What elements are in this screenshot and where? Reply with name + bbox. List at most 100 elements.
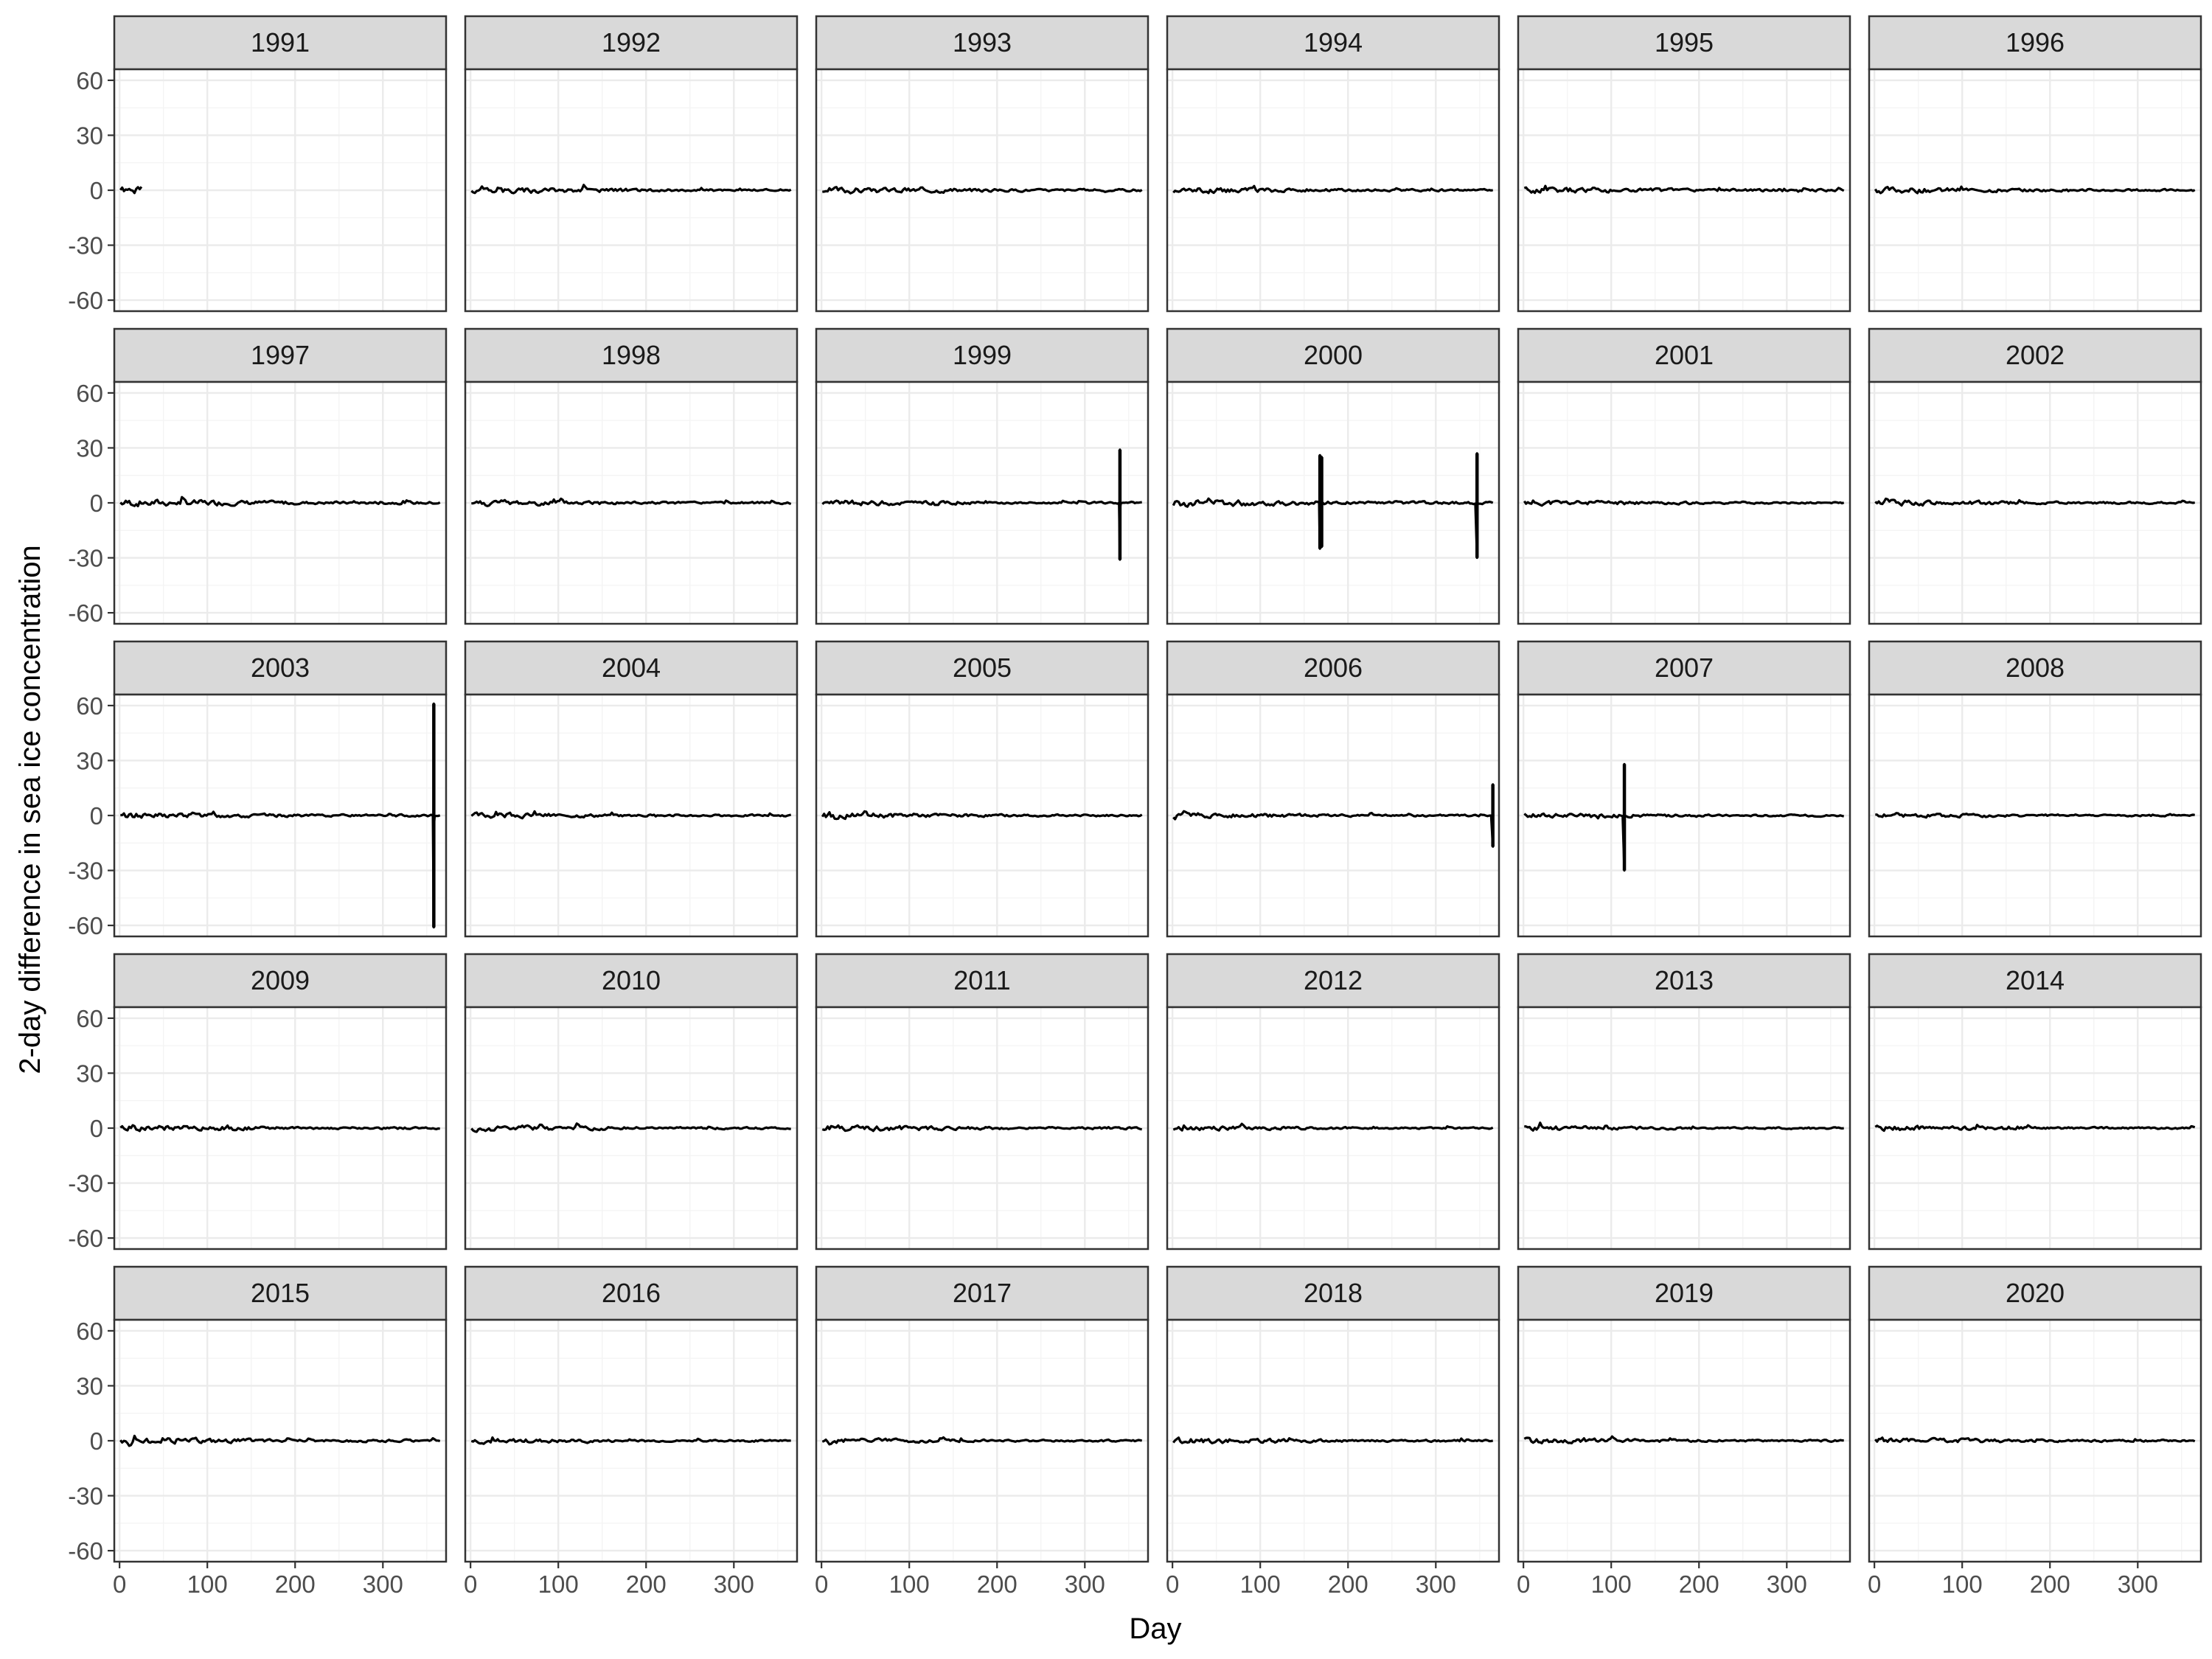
x-tick-label: 0 — [113, 1571, 126, 1598]
facet-strip-label: 2004 — [602, 653, 661, 683]
series-line-2010 — [470, 1122, 791, 1133]
y-tick-label: 30 — [76, 434, 103, 462]
facet-panel-2012: 2012 — [1166, 953, 1500, 1251]
series-line-2020 — [1874, 1436, 2196, 1444]
y-tick-label: 30 — [76, 1060, 103, 1087]
y-tick-label: -60 — [68, 1537, 103, 1565]
x-tick-label: 0 — [1166, 1571, 1179, 1598]
facet-strip — [1517, 953, 1851, 1009]
y-tick-label: -60 — [68, 287, 103, 314]
y-tick-label: -60 — [68, 1225, 103, 1252]
facet-strip-label: 2015 — [251, 1278, 310, 1308]
x-tick-label: 0 — [815, 1571, 828, 1598]
series-line-2005 — [821, 810, 1143, 821]
facet-strip-label: 2020 — [2006, 1278, 2065, 1308]
facet-panel-1993: 1993 — [815, 15, 1150, 313]
facet-strip-label: 1995 — [1655, 27, 1714, 58]
x-tick-label: 200 — [977, 1571, 1018, 1598]
facet-strip-label: 2011 — [953, 965, 1010, 995]
facet-panel-2004: 2004 — [464, 640, 799, 938]
y-tick-label: 60 — [76, 1005, 103, 1032]
facet-panel-1998: 1998 — [464, 327, 799, 625]
series-line-2002 — [1874, 497, 2196, 507]
x-tick-label: 200 — [275, 1571, 316, 1598]
facet-panel-2001: 2001 — [1517, 327, 1851, 625]
facet-panel-2020: 2020 — [1868, 1265, 2202, 1563]
facet-strip-label: 2013 — [1655, 965, 1714, 995]
x-tick-label: 100 — [1942, 1571, 1983, 1598]
y-tick-label: 0 — [90, 802, 103, 830]
facet-panel-1994: 1994 — [1166, 15, 1500, 313]
facet-strip — [113, 15, 448, 71]
facet-strip — [1868, 953, 2202, 1009]
x-tick-label: 300 — [363, 1571, 403, 1598]
y-tick-label: -30 — [68, 858, 103, 885]
x-axis-title: Day — [1129, 1613, 1181, 1645]
facet-strip — [1517, 1265, 1851, 1321]
panel-border — [815, 1006, 1150, 1251]
facet-strip-label: 2019 — [1655, 1278, 1714, 1308]
x-tick-label: 0 — [1517, 1571, 1530, 1598]
facet-panel-2011: 2011 — [815, 953, 1150, 1251]
panel-border — [1868, 68, 2202, 313]
series-line-2011 — [821, 1124, 1142, 1133]
series-line-2006 — [1172, 783, 1495, 848]
y-tick-label: 60 — [76, 380, 103, 407]
facet-panel-2009: 2009 — [113, 953, 448, 1251]
facet-strip-label: 1994 — [1304, 27, 1363, 58]
y-tick-label: -60 — [68, 599, 103, 627]
facet-strip — [1868, 327, 2202, 383]
series-line-2009 — [119, 1124, 440, 1133]
facet-strip-label: 2001 — [1655, 340, 1714, 370]
facet-panel-2016: 2016 — [464, 1265, 799, 1563]
x-tick-label: 0 — [1868, 1571, 1881, 1598]
y-tick-label: 30 — [76, 747, 103, 774]
y-axis-ticks: 60 30 0 -30 -60 60 30 0 -30 -60 60 30 0 -30 -60 60 30 0 -3… — [68, 67, 114, 1565]
series-line-1992 — [470, 184, 792, 195]
facet-strip-label: 1999 — [953, 340, 1012, 370]
series-line-2003 — [120, 702, 441, 929]
facet-strip-label: 1996 — [2006, 27, 2065, 58]
x-tick-label: 200 — [1679, 1571, 1719, 1598]
facet-strip — [464, 15, 799, 71]
facet-panel-2018: 2018 — [1166, 1265, 1500, 1563]
y-tick-label: -30 — [68, 232, 103, 260]
facet-strip-label: 2003 — [251, 653, 310, 683]
facet-strip-label: 1998 — [602, 340, 661, 370]
panel-border — [1868, 693, 2202, 938]
panel-border — [1868, 380, 2202, 625]
panel-border — [1517, 68, 1851, 313]
facet-strip — [1166, 953, 1500, 1009]
facet-panel-2008: 2008 — [1868, 640, 2202, 938]
facet-strip-label: 2005 — [953, 653, 1012, 683]
facet-strip-label: 1993 — [953, 27, 1012, 58]
y-tick-label: 60 — [76, 1318, 103, 1345]
facet-panel-2017: 2017 — [815, 1265, 1150, 1563]
panel-border — [464, 380, 799, 625]
facet-strip-label: 2002 — [2006, 340, 2065, 370]
series-line-2012 — [1172, 1122, 1494, 1132]
y-tick-label: 30 — [76, 1372, 103, 1399]
series-line-2001 — [1523, 499, 1845, 507]
x-tick-label: 100 — [187, 1571, 228, 1598]
series-line-1997 — [119, 495, 441, 507]
series-line-2015 — [119, 1434, 441, 1447]
series-line-1994 — [1172, 184, 1494, 195]
panel-border — [1517, 1006, 1851, 1251]
x-axis-ticks: 0 100 200 300 0 100 200 300 0 100 200 300 0 100 200 300… — [113, 1562, 2158, 1598]
facet-strip — [815, 640, 1150, 696]
facet-strip-label: 1997 — [251, 340, 310, 370]
x-tick-label: 300 — [1065, 1571, 1105, 1598]
facet-strip-label: 2007 — [1655, 653, 1714, 683]
facet-strip — [815, 953, 1150, 1009]
x-tick-label: 200 — [626, 1571, 667, 1598]
facet-strip — [1868, 640, 2202, 696]
facet-panel-2014: 2014 — [1868, 953, 2202, 1251]
y-tick-label: 0 — [90, 1427, 103, 1455]
facet-strip — [1517, 327, 1851, 383]
facet-strip — [113, 953, 448, 1009]
panel-border — [464, 693, 799, 938]
facet-panel-1992: 1992 — [464, 15, 799, 313]
facet-strip — [1166, 640, 1500, 696]
